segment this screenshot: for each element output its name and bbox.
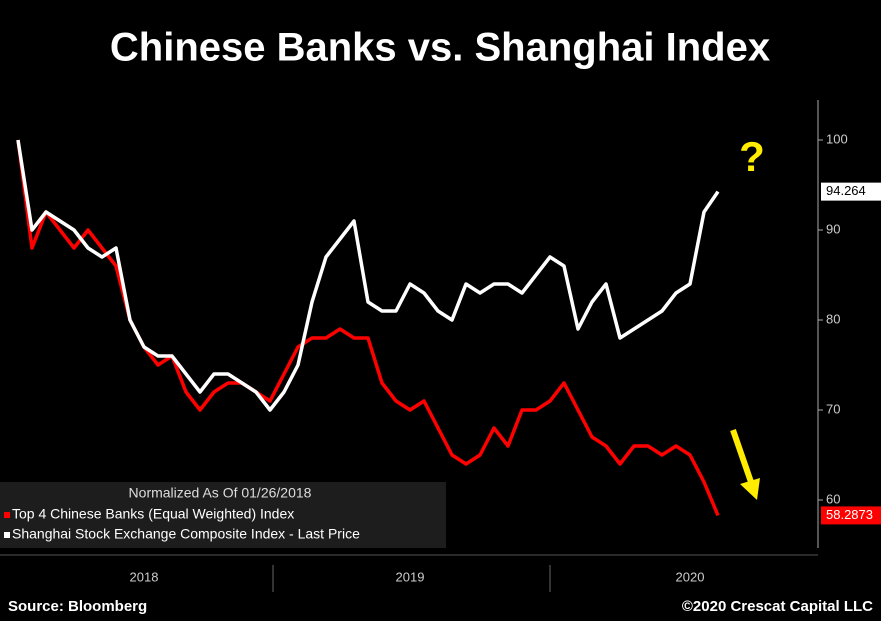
legend-label: Top 4 Chinese Banks (Equal Weighted) Ind…	[12, 506, 294, 522]
last-price-label: 58.2873	[826, 507, 873, 522]
x-tick-label: 2018	[130, 569, 159, 584]
x-tick-label: 2020	[676, 569, 705, 584]
y-tick-label: 80	[826, 311, 840, 326]
legend-box	[0, 482, 446, 548]
plot	[16, 139, 720, 517]
y-tick-label: 90	[826, 221, 840, 236]
arrow	[730, 429, 760, 500]
legend-swatch	[4, 512, 10, 518]
legend-swatch	[4, 532, 10, 538]
line	[16, 139, 720, 412]
arrow-shaft	[730, 429, 754, 483]
annotation: ?	[739, 133, 765, 180]
y-tick-label: 60	[826, 491, 840, 506]
legend-title: Normalized As Of 01/26/2018	[129, 485, 312, 501]
last-price-label: 94.264	[826, 183, 866, 198]
credit: ©2020 Crescat Capital LLC	[682, 598, 873, 615]
x-tick-label: 2019	[396, 569, 425, 584]
source: Source: Bloomberg	[8, 598, 147, 615]
last-price-box	[821, 506, 881, 525]
chart-title: Chinese Banks vs. Shanghai Index	[110, 26, 770, 70]
last-price-box	[821, 182, 881, 201]
legend-label: Shanghai Stock Exchange Composite Index …	[12, 526, 360, 542]
y-tick-label: 70	[826, 401, 840, 416]
y-tick-label: 100	[826, 131, 848, 146]
arrow-head	[740, 478, 760, 500]
